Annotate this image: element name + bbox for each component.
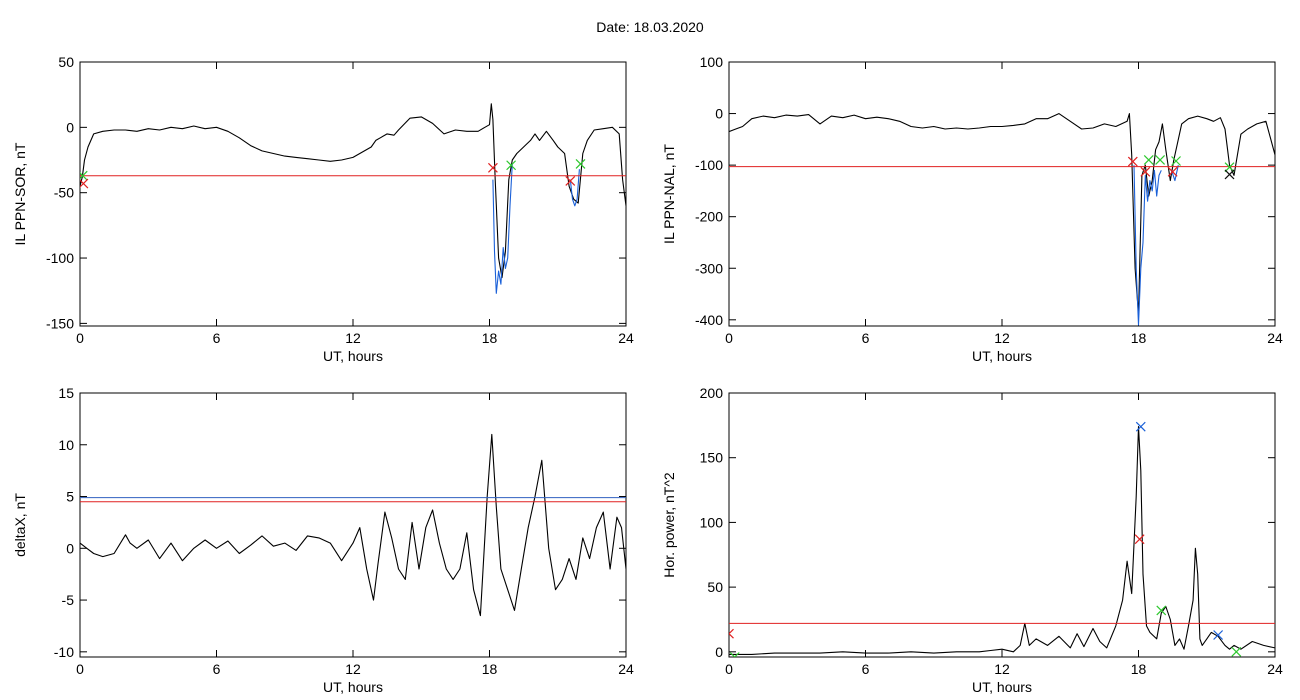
plot-area [729, 421, 1275, 657]
series-line-1 [80, 103, 626, 279]
x-tick-label: 12 [345, 661, 361, 677]
y-tick-label: 100 [700, 54, 724, 70]
y-tick-label: -5 [62, 592, 75, 608]
y-tick-label: 0 [715, 106, 723, 122]
x-tick-label: 24 [1267, 661, 1283, 677]
x-tick-label: 0 [76, 330, 84, 346]
x-axis-label: UT, hours [323, 679, 383, 695]
y-tick-label: 200 [700, 385, 724, 401]
y-tick-label: -400 [695, 312, 723, 328]
y-tick-label: -100 [46, 250, 74, 266]
chart-panel-2: 0 6 12 18 24 -400 -300 -200 -100 0 100 UT, hours IL … [661, 54, 1283, 364]
series-line-1 [729, 113, 1275, 316]
plot-frame [728, 392, 1276, 658]
series-line-2 [1133, 165, 1162, 326]
y-tick-label: -200 [695, 209, 723, 225]
x-tick-label: 12 [994, 661, 1010, 677]
event-marker [1143, 155, 1154, 165]
y-tick-label: 0 [66, 119, 74, 135]
event-marker [1171, 156, 1181, 166]
x-tick-label: 24 [618, 661, 634, 677]
event-marker [1167, 166, 1178, 177]
x-tick-label: 24 [618, 330, 634, 346]
y-tick-label: 50 [58, 54, 74, 70]
event-marker [1155, 155, 1166, 165]
x-tick-label: 0 [76, 661, 84, 677]
figure-date-title: Date: 18.03.2020 [596, 19, 704, 35]
series-line-3 [569, 169, 580, 207]
x-axis-label: UT, hours [323, 348, 383, 364]
x-tick-label: 18 [1131, 330, 1147, 346]
event-marker [1127, 156, 1138, 167]
event-marker [1224, 162, 1235, 173]
y-tick-label: 50 [707, 579, 723, 595]
plot-area [80, 103, 626, 294]
y-axis-label: Hor. power, nT^2 [661, 472, 677, 578]
plot-area [80, 433, 626, 617]
x-axis-label: UT, hours [972, 679, 1032, 695]
y-tick-label: -150 [46, 315, 74, 331]
event-marker [1231, 646, 1242, 657]
x-tick-label: 6 [862, 330, 870, 346]
y-axis-label: IL PPN-SOR, nT [12, 142, 28, 245]
plot-frame [79, 61, 627, 327]
series-line-3 [1170, 164, 1179, 182]
plot-area [729, 113, 1275, 326]
x-tick-label: 24 [1267, 330, 1283, 346]
y-tick-label: 0 [66, 540, 74, 556]
x-tick-label: 18 [1131, 661, 1147, 677]
plot-frame [79, 392, 627, 658]
series-line-2 [492, 163, 513, 294]
y-tick-label: 100 [700, 514, 724, 530]
series-line-1 [729, 426, 1275, 655]
x-tick-label: 0 [725, 330, 733, 346]
y-tick-label: 150 [700, 450, 724, 466]
y-tick-label: -100 [695, 157, 723, 173]
chart-panel-4: 0 6 12 18 24 0 50 100 150 200 UT, hours Hor. power,… [661, 385, 1283, 695]
event-marker [1224, 169, 1235, 180]
event-marker [1140, 166, 1151, 177]
series-line-1 [80, 433, 626, 617]
event-marker [80, 178, 89, 189]
x-tick-label: 18 [482, 661, 498, 677]
y-tick-label: 15 [58, 385, 74, 401]
y-tick-label: 0 [715, 644, 723, 660]
event-marker [1156, 605, 1167, 616]
x-axis-label: UT, hours [972, 348, 1032, 364]
chart-panel-1: 0 6 12 18 24 -150 -100 -50 0 50 UT, hours IL PPN-SO… [12, 54, 634, 364]
event-marker [729, 628, 734, 639]
event-marker [1134, 534, 1145, 545]
event-marker [1135, 421, 1146, 432]
plot-frame [728, 61, 1276, 327]
y-tick-label: -50 [54, 185, 74, 201]
event-marker [506, 160, 517, 171]
y-axis-label: IL PPN-NAL, nT [661, 144, 677, 244]
x-tick-label: 12 [345, 330, 361, 346]
x-tick-label: 18 [482, 330, 498, 346]
x-tick-label: 12 [994, 330, 1010, 346]
event-marker [1213, 630, 1224, 640]
event-marker [565, 176, 576, 186]
y-tick-label: 10 [58, 437, 74, 453]
y-tick-label: 5 [66, 489, 74, 505]
y-axis-label: deltaX, nT [12, 493, 28, 557]
x-tick-label: 6 [213, 330, 221, 346]
event-marker [487, 162, 498, 173]
event-marker [80, 170, 88, 181]
y-tick-label: -300 [695, 260, 723, 276]
event-marker [729, 652, 740, 657]
x-tick-label: 6 [213, 661, 221, 677]
event-marker [575, 159, 586, 169]
x-tick-label: 6 [862, 661, 870, 677]
y-tick-label: -10 [54, 644, 74, 660]
chart-panel-3: 0 6 12 18 24 -10 -5 0 5 10 15 UT, hours deltaX, nT [12, 385, 634, 695]
x-tick-label: 0 [725, 661, 733, 677]
